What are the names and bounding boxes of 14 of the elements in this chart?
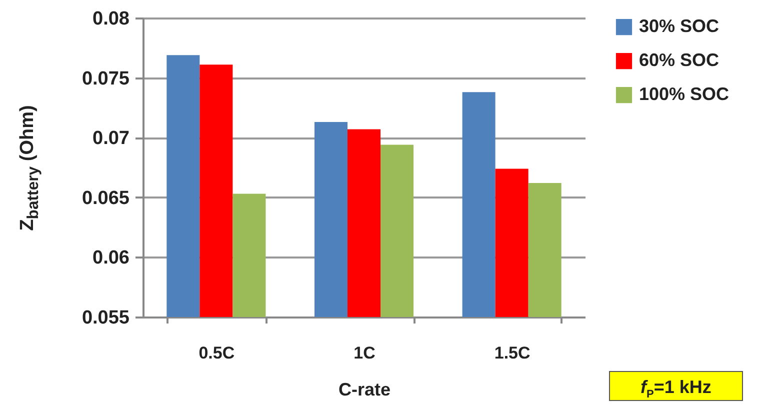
y-tick-label: 0.075 [82,68,130,90]
legend-label: 30% SOC [639,16,720,36]
x-tick-label: 1C [354,344,376,362]
legend-label: 100% SOC [639,84,730,104]
x-axis-title: C-rate [338,380,391,400]
y-tick-label: 0.06 [92,248,130,269]
y-tick-label: 0.07 [92,128,130,150]
y-tick-label: 0.08 [92,8,130,30]
y-tick-label: 0.065 [82,188,130,209]
x-tick-label: 1.5C [494,344,530,362]
note-box: f$_{P}$=1 kHz [609,371,743,401]
legend-label: 60% SOC [639,50,720,70]
x-tick-label: 0.5C [198,344,235,362]
y-tick-label: 0.055 [82,308,130,328]
